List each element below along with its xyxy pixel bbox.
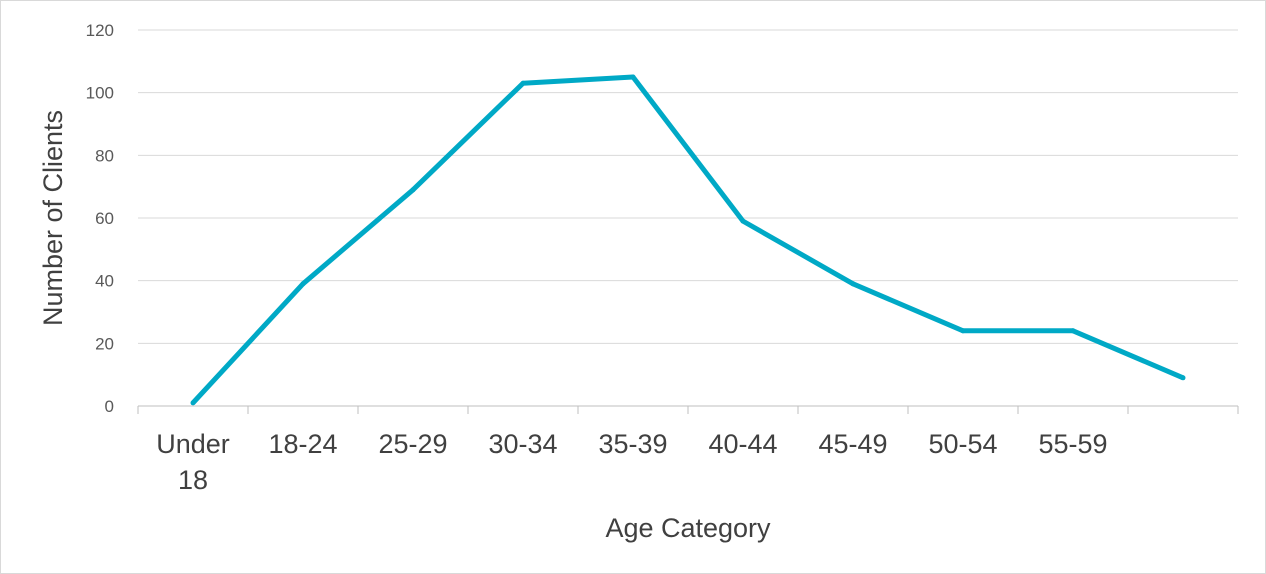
data-point <box>520 80 526 86</box>
x-axis-title: Age Category <box>605 513 771 543</box>
x-tick-label: 55-59 <box>1038 429 1107 459</box>
data-point <box>410 187 416 193</box>
y-tick-label: 20 <box>95 334 114 353</box>
y-tick-label: 60 <box>95 209 114 228</box>
y-tick-label: 40 <box>95 272 114 291</box>
series-group <box>190 74 1186 406</box>
x-tick-label: Under 18 <box>156 429 230 495</box>
y-tick-label: 120 <box>86 21 114 40</box>
x-tick-label: 30-34 <box>488 429 557 459</box>
data-point <box>1070 328 1076 334</box>
data-point <box>1180 375 1186 381</box>
series-line <box>191 74 1184 405</box>
data-point <box>850 281 856 287</box>
y-tick-label: 100 <box>86 84 114 103</box>
x-tick-label: 25-29 <box>378 429 447 459</box>
x-tick-label: 35-39 <box>598 429 667 459</box>
data-point <box>740 218 746 224</box>
data-point <box>960 328 966 334</box>
x-axis-ticks: Under 18 18-24 25-29 30-34 35-39 40-44 45-49 50-… <box>156 429 1107 495</box>
y-axis-title: Number of Clients <box>38 110 68 326</box>
x-tick-label: 40-44 <box>708 429 777 459</box>
x-axis <box>137 405 1239 414</box>
y-tick-label: 80 <box>95 146 114 165</box>
gridlines <box>138 29 1238 344</box>
data-point <box>300 281 306 287</box>
x-tick-label: 50-54 <box>928 429 997 459</box>
y-tick-label: 0 <box>105 397 114 416</box>
x-tick-label: 45-49 <box>818 429 887 459</box>
y-axis-ticks: 0 20 40 60 80 100 120 <box>86 21 114 416</box>
x-tick-label: 18-24 <box>268 429 337 459</box>
data-point <box>630 74 636 80</box>
data-point <box>190 400 196 406</box>
